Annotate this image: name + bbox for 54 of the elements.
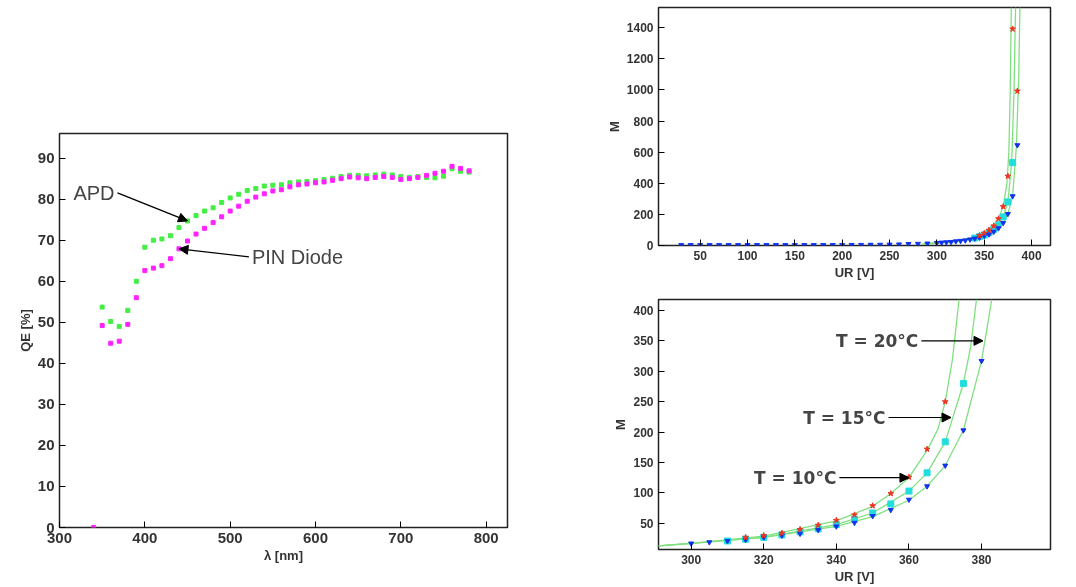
y-tick-label: 90 xyxy=(37,149,55,167)
y-tick-label: 10 xyxy=(37,477,55,495)
y-tick-label: 400 xyxy=(633,176,654,191)
x-axis-title: λ [nm] xyxy=(264,547,303,563)
x-tick-label: 500 xyxy=(217,528,243,546)
x-tick-label: 320 xyxy=(753,552,775,567)
y-axis-title: M xyxy=(613,419,629,430)
y-tick-label: 1000 xyxy=(626,83,654,98)
y-tick-label: 60 xyxy=(37,272,55,290)
x-tick-label: 600 xyxy=(302,528,329,546)
y-tick-label: 200 xyxy=(633,425,654,440)
x-tick-label: 800 xyxy=(473,528,499,546)
y-tick-label: 1200 xyxy=(626,52,654,67)
y-tick-label: 300 xyxy=(633,364,654,379)
y-tick-label: 50 xyxy=(37,313,55,331)
y-tick-label: 600 xyxy=(633,145,654,160)
x-axis-title: UR [V] xyxy=(834,264,875,280)
x-tick-label: 150 xyxy=(784,248,806,263)
x-tick-label: 360 xyxy=(898,552,920,567)
annotation: T = 15°C xyxy=(803,407,886,428)
x-tick-label: 300 xyxy=(926,248,948,263)
y-tick-label: 350 xyxy=(633,334,654,349)
x-tick-label: 250 xyxy=(879,248,900,263)
y-tick-label: 200 xyxy=(633,207,654,222)
x-tick-label: 300 xyxy=(681,552,702,567)
x-tick-label: 400 xyxy=(1021,248,1042,263)
y-tick-label: 400 xyxy=(633,303,654,318)
annotation: APD xyxy=(73,181,115,204)
y-tick-label: 40 xyxy=(37,354,55,372)
y-tick-label: 1400 xyxy=(626,21,654,36)
annotation: PIN Diode xyxy=(251,245,344,268)
y-axis-title: M xyxy=(606,121,622,132)
y-tick-label: 800 xyxy=(633,114,654,129)
y-axis-title: QE [%] xyxy=(17,309,33,352)
y-tick-label: 80 xyxy=(37,190,55,208)
y-tick-label: 100 xyxy=(633,486,654,501)
y-tick-label: 0 xyxy=(646,239,654,253)
x-tick-label: 700 xyxy=(388,528,414,546)
x-tick-label: 380 xyxy=(971,552,992,567)
x-tick-label: 200 xyxy=(832,248,853,263)
x-tick-label: 350 xyxy=(974,248,995,263)
x-tick-label: 50 xyxy=(693,248,708,263)
y-tick-label: 20 xyxy=(37,436,55,454)
y-tick-label: 150 xyxy=(633,456,654,471)
annotation: T = 10°C xyxy=(754,467,837,488)
y-tick-label: 250 xyxy=(633,395,654,410)
y-tick-label: 70 xyxy=(37,231,55,249)
annotation: T = 20°C xyxy=(836,330,919,351)
x-axis-title: UR [V] xyxy=(834,568,875,584)
x-tick-label: 400 xyxy=(132,528,158,546)
y-tick-label: 50 xyxy=(640,516,654,531)
x-tick-label: 340 xyxy=(826,552,847,567)
y-tick-label: 30 xyxy=(37,395,55,413)
x-tick-label: 100 xyxy=(737,248,758,263)
